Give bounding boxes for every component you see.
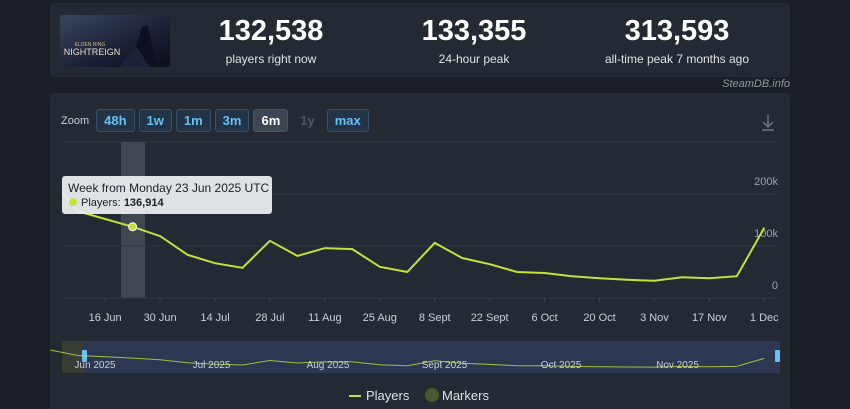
x-tick-label: 30 Jun bbox=[144, 312, 177, 324]
stat-value: 313,593 bbox=[624, 15, 730, 47]
x-tick-label: 20 Oct bbox=[583, 312, 615, 324]
navigator-label: Aug 2025 bbox=[307, 360, 350, 371]
zoom-button[interactable]: 1w bbox=[138, 109, 172, 132]
tooltip-box bbox=[62, 176, 272, 214]
tooltip-line: Players: 136,914 bbox=[81, 197, 164, 209]
y-tick-label: 200k bbox=[754, 176, 778, 188]
zoom-button[interactable]: 1y bbox=[300, 113, 315, 128]
game-capsule[interactable]: ELDEN RING NIGHTREIGN bbox=[60, 15, 170, 67]
navigator-label: Sept 2025 bbox=[422, 360, 468, 371]
zoom-button[interactable]: 1m bbox=[175, 109, 211, 132]
stat: 313,593 all-time peak 7 months ago bbox=[577, 15, 777, 66]
hover-band bbox=[121, 142, 145, 298]
navigator-label: Jun 2025 bbox=[74, 360, 116, 371]
navigator-label: Jul 2025 bbox=[193, 360, 231, 371]
x-tick-label: 16 Jun bbox=[89, 312, 122, 324]
navigator-outside bbox=[62, 341, 84, 373]
capsule-title: NIGHTREIGN bbox=[64, 47, 121, 57]
x-tick-label: 6 Oct bbox=[531, 312, 557, 324]
navigator-bg[interactable] bbox=[62, 341, 780, 373]
navigator-line bbox=[50, 349, 765, 368]
legend-swatch bbox=[425, 388, 439, 402]
capsule-brand: ELDEN RING bbox=[75, 42, 106, 48]
x-tick-label: 1 Dec bbox=[750, 312, 779, 324]
x-tick-label: 11 Aug bbox=[308, 312, 341, 324]
zoom-button[interactable]: 48h bbox=[96, 109, 135, 132]
x-tick-label: 8 Sept bbox=[419, 312, 451, 324]
navigator-label: Nov 2025 bbox=[656, 360, 699, 371]
stat: 132,538 players right now bbox=[171, 15, 371, 66]
stat-value: 132,538 bbox=[218, 15, 324, 47]
legend-label: Markers bbox=[442, 388, 489, 403]
zoom-button[interactable]: 6m bbox=[253, 109, 289, 132]
y-tick-label: 0 bbox=[772, 280, 778, 292]
zoom-label: Zoom bbox=[61, 114, 90, 127]
stat-label: 24-hour peak bbox=[438, 52, 510, 66]
navigator-handle[interactable] bbox=[775, 350, 780, 362]
stat: 133,355 24-hour peak bbox=[374, 15, 574, 66]
x-tick-label: 17 Nov bbox=[692, 312, 727, 324]
legend-label: Players bbox=[366, 388, 410, 403]
tooltip-series-label: Players: bbox=[81, 197, 121, 209]
hover-point bbox=[128, 222, 138, 232]
series-line bbox=[62, 190, 766, 282]
y-tick-label: 100k bbox=[754, 228, 778, 240]
x-tick-label: 28 Jul bbox=[255, 312, 284, 324]
x-tick-label: 3 Nov bbox=[640, 312, 669, 324]
zoom-bar: Zoom 48h 1w 1m 3m 6m 1y max bbox=[61, 109, 369, 132]
stat-label: all-time peak 7 months ago bbox=[604, 52, 750, 66]
stats-card: ELDEN RING NIGHTREIGN 132,538 players rig… bbox=[50, 3, 790, 77]
tooltip-value: 136,914 bbox=[124, 197, 165, 209]
x-tick-label: 25 Aug bbox=[363, 312, 397, 324]
tooltip-title: Week from Monday 23 Jun 2025 UTC bbox=[68, 181, 270, 195]
download-glyph bbox=[762, 115, 774, 131]
navigator-label: Oct 2025 bbox=[541, 360, 582, 371]
x-tick-label: 22 Sept bbox=[471, 312, 509, 324]
x-tick-label: 14 Jul bbox=[200, 312, 229, 324]
zoom-button[interactable]: 3m bbox=[214, 109, 250, 132]
site-credit[interactable]: SteamDB.info bbox=[722, 78, 790, 90]
zoom-button[interactable]: max bbox=[326, 109, 369, 132]
tooltip-swatch bbox=[69, 198, 77, 206]
capsule-figure bbox=[120, 45, 150, 67]
stat-label: players right now bbox=[225, 52, 317, 66]
download-icon[interactable] bbox=[762, 115, 774, 131]
legend[interactable]: Players Markers bbox=[349, 388, 489, 403]
stat-value: 133,355 bbox=[421, 15, 527, 47]
